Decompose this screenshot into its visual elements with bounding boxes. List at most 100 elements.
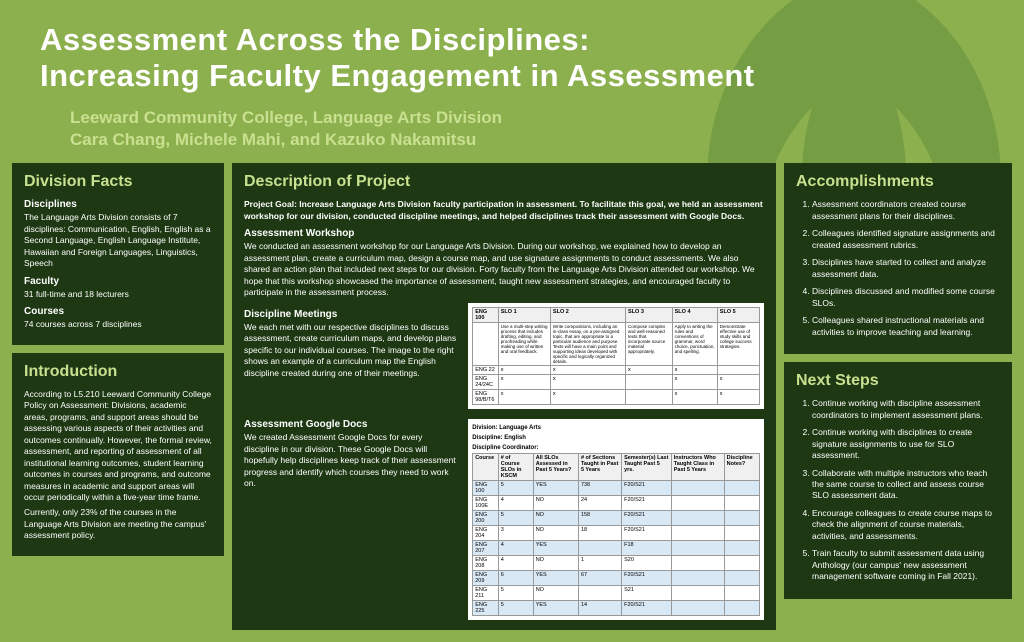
next-steps-panel: Next Steps Continue working with discipl… [784,362,1012,599]
division-facts-title: Division Facts [24,173,212,191]
t1-header: SLO 4 [672,307,717,322]
t1-slo-text: Apply to writing the rules and conventio… [672,322,717,365]
intro-para2: Currently, only 23% of the courses in th… [24,507,212,541]
next-steps-list: Continue working with discipline assessm… [796,398,1000,583]
institution: Leeward Community College, Language Arts… [70,107,984,129]
t1-cell: x [672,374,717,389]
t1-cell: x [550,389,625,404]
t2-cell: NO [533,525,578,540]
t2-cell: ENG 225 [473,600,499,615]
t2-cell: F20/S21 [622,510,672,525]
description-panel: Description of Project Project Goal: Inc… [232,163,776,629]
t2-cell [578,585,621,600]
t2-header: # of Course SLOs in KSCM [498,453,533,480]
poster-subtitle: Leeward Community College, Language Arts… [70,107,984,151]
left-column: Division Facts Disciplines The Language … [12,163,224,629]
poster-header: Assessment Across the Disciplines: Incre… [0,0,1024,163]
t2-cell: ENG 209 [473,570,499,585]
courses-label: Courses [24,306,212,317]
introduction-title: Introduction [24,363,212,381]
t2-cell: NO [533,510,578,525]
disciplines-label: Disciplines [24,199,212,210]
t1-cell: x [550,365,625,374]
authors: Cara Chang, Michele Mahi, and Kazuko Nak… [70,129,984,151]
t2-cell: 158 [578,510,621,525]
t2-cell [671,480,724,495]
t2-cell [671,555,724,570]
t1-cell [626,374,673,389]
right-column: Accomplishments Assessment coordinators … [784,163,1012,629]
t1-cell: ENG 22 [473,365,499,374]
poster-title: Assessment Across the Disciplines: Incre… [40,22,984,93]
meetings-text: We each met with our respective discipli… [244,322,458,379]
t2-cell: YES [533,480,578,495]
t1-header: SLO 2 [550,307,625,322]
faculty-text: 31 full-time and 18 lecturers [24,289,212,300]
t2-cell: NO [533,585,578,600]
courses-text: 74 courses across 7 disciplines [24,319,212,330]
t2-cell [724,570,759,585]
t2-cell [671,585,724,600]
t1-cell: x [550,374,625,389]
t2-discipline: Discipline: English [472,433,760,443]
poster-content: Division Facts Disciplines The Language … [0,163,1024,641]
t2-cell: YES [533,570,578,585]
t2-cell: ENG 207 [473,540,499,555]
t2-cell: ENG 200 [473,510,499,525]
t1-slo-text: Write compositions, including an in-clas… [550,322,625,365]
workshop-text: We conducted an assessment workshop for … [244,241,764,298]
division-facts-panel: Division Facts Disciplines The Language … [12,163,224,344]
t2-cell: F20/S21 [622,570,672,585]
t1-cell: x [498,389,550,404]
t1-header: SLO 3 [626,307,673,322]
introduction-panel: Introduction According to L5.210 Leeward… [12,353,224,556]
accomplishment-item: Assessment coordinators created course a… [812,199,1000,222]
t2-cell: 4 [498,495,533,510]
t2-cell: NO [533,495,578,510]
t1-header: SLO 1 [498,307,550,322]
t2-header: # of Sections Taught in Past 5 Years [578,453,621,480]
t2-cell [671,600,724,615]
t1-cell: x [498,374,550,389]
t2-cell: S21 [622,585,672,600]
t2-cell: ENG 208 [473,555,499,570]
t2-cell: 6 [498,570,533,585]
t1-cell [626,389,673,404]
t1-slo-text: Use a multi-step writing process that in… [498,322,550,365]
t2-cell [724,510,759,525]
next-step-item: Train faculty to submit assessment data … [812,548,1000,582]
t1-header: ENG 100 [473,307,499,322]
title-line-2: Increasing Faculty Engagement in Assessm… [40,58,984,94]
t2-cell: ENG 100 [473,480,499,495]
t2-cell: 24 [578,495,621,510]
t1-cell: ENG 98/B/T6 [473,389,499,404]
t2-cell [724,540,759,555]
t1-cell: x [672,389,717,404]
t1-cell: x [498,365,550,374]
t2-cell: F18 [622,540,672,555]
t2-cell: 1 [578,555,621,570]
t2-cell: 4 [498,555,533,570]
meetings-label: Discipline Meetings [244,309,458,320]
next-step-item: Encourage colleagues to create course ma… [812,508,1000,542]
t2-cell: YES [533,600,578,615]
t2-cell: 5 [498,480,533,495]
t2-cell: 5 [498,585,533,600]
t2-cell [671,510,724,525]
t2-cell: 4 [498,540,533,555]
accomplishment-item: Colleagues identified signature assignme… [812,228,1000,251]
t2-cell: F20/S21 [622,480,672,495]
project-goal: Project Goal: Increase Language Arts Div… [244,199,764,222]
t2-cell: 3 [498,525,533,540]
t2-division: Division: Language Arts [472,423,760,433]
t1-header: SLO 5 [717,307,759,322]
t2-header: Course [473,453,499,480]
t2-cell [724,525,759,540]
t1-cell: ENG 24/24C [473,374,499,389]
t2-cell: NO [533,555,578,570]
accomplishments-panel: Accomplishments Assessment coordinators … [784,163,1012,354]
t1-cell: x [717,389,759,404]
t2-cell [724,600,759,615]
t1-cell: x [672,365,717,374]
description-title: Description of Project [244,173,764,191]
